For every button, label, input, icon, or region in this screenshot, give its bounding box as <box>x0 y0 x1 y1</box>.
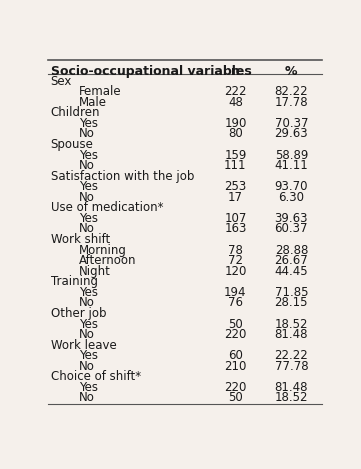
Text: 60.37: 60.37 <box>275 222 308 235</box>
Text: 26.67: 26.67 <box>274 254 308 267</box>
Text: Afternoon: Afternoon <box>79 254 136 267</box>
Text: Yes: Yes <box>79 381 98 394</box>
Text: Work leave: Work leave <box>51 339 117 352</box>
Text: Yes: Yes <box>79 318 98 331</box>
Text: 44.45: 44.45 <box>274 265 308 278</box>
Text: 17.78: 17.78 <box>274 96 308 109</box>
Text: 72: 72 <box>228 254 243 267</box>
Text: 93.70: 93.70 <box>275 180 308 193</box>
Text: Female: Female <box>79 85 121 98</box>
Text: Children: Children <box>51 106 100 119</box>
Text: No: No <box>79 392 95 404</box>
Text: Satisfaction with the job: Satisfaction with the job <box>51 170 194 183</box>
Text: Other job: Other job <box>51 307 106 320</box>
Text: 78: 78 <box>228 243 243 257</box>
Text: 120: 120 <box>224 265 247 278</box>
Text: 28.88: 28.88 <box>275 243 308 257</box>
Text: Training: Training <box>51 275 98 288</box>
Text: Male: Male <box>79 96 107 109</box>
Text: 194: 194 <box>224 286 247 299</box>
Text: Choice of shift*: Choice of shift* <box>51 371 141 383</box>
Text: No: No <box>79 191 95 204</box>
Text: 58.89: 58.89 <box>275 149 308 162</box>
Text: 70.37: 70.37 <box>275 117 308 130</box>
Text: 41.11: 41.11 <box>274 159 308 172</box>
Text: 6.30: 6.30 <box>278 191 304 204</box>
Text: Socio-occupational variables: Socio-occupational variables <box>51 65 252 78</box>
Text: No: No <box>79 328 95 341</box>
Text: 220: 220 <box>224 381 247 394</box>
Text: Yes: Yes <box>79 180 98 193</box>
Text: 111: 111 <box>224 159 247 172</box>
Text: No: No <box>79 360 95 373</box>
Text: Morning: Morning <box>79 243 127 257</box>
Text: 50: 50 <box>228 392 243 404</box>
Text: 28.15: 28.15 <box>275 296 308 310</box>
Text: 107: 107 <box>224 212 247 225</box>
Text: 39.63: 39.63 <box>275 212 308 225</box>
Text: Yes: Yes <box>79 117 98 130</box>
Text: 222: 222 <box>224 85 247 98</box>
Text: 48: 48 <box>228 96 243 109</box>
Text: 210: 210 <box>224 360 247 373</box>
Text: 82.22: 82.22 <box>274 85 308 98</box>
Text: No: No <box>79 128 95 140</box>
Text: 18.52: 18.52 <box>275 392 308 404</box>
Text: No: No <box>79 222 95 235</box>
Text: 50: 50 <box>228 318 243 331</box>
Text: 163: 163 <box>224 222 247 235</box>
Text: Work shift: Work shift <box>51 233 110 246</box>
Text: 81.48: 81.48 <box>275 328 308 341</box>
Text: No: No <box>79 296 95 310</box>
Text: 77.78: 77.78 <box>274 360 308 373</box>
Text: 190: 190 <box>224 117 247 130</box>
Text: 253: 253 <box>224 180 247 193</box>
Text: 22.22: 22.22 <box>274 349 308 362</box>
Text: 60: 60 <box>228 349 243 362</box>
Text: 159: 159 <box>224 149 247 162</box>
Text: Yes: Yes <box>79 149 98 162</box>
Text: 81.48: 81.48 <box>275 381 308 394</box>
Text: 29.63: 29.63 <box>274 128 308 140</box>
Text: Use of medication*: Use of medication* <box>51 201 163 214</box>
Text: 80: 80 <box>228 128 243 140</box>
Text: 18.52: 18.52 <box>275 318 308 331</box>
Text: Yes: Yes <box>79 212 98 225</box>
Text: No: No <box>79 159 95 172</box>
Text: %: % <box>285 65 297 78</box>
Text: Night: Night <box>79 265 110 278</box>
Text: n: n <box>231 65 240 78</box>
Text: Sex: Sex <box>51 75 72 88</box>
Text: Yes: Yes <box>79 286 98 299</box>
Text: 220: 220 <box>224 328 247 341</box>
Text: 71.85: 71.85 <box>275 286 308 299</box>
Text: Spouse: Spouse <box>51 138 93 151</box>
Text: Yes: Yes <box>79 349 98 362</box>
Text: 76: 76 <box>228 296 243 310</box>
Text: 17: 17 <box>228 191 243 204</box>
